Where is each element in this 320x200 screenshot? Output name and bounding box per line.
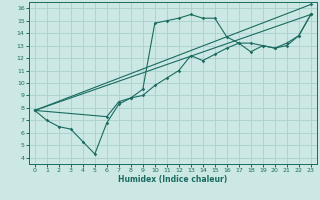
X-axis label: Humidex (Indice chaleur): Humidex (Indice chaleur) bbox=[118, 175, 228, 184]
